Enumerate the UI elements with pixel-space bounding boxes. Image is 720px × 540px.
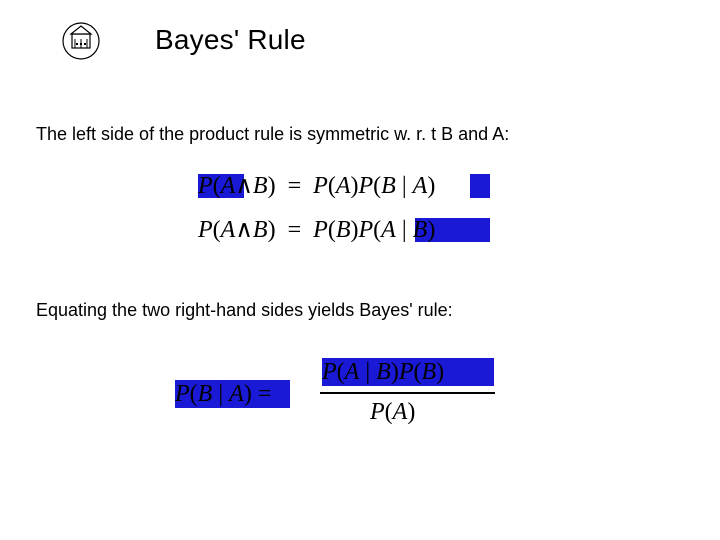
university-logo-icon xyxy=(58,18,104,64)
equation-2: P(A∧B) = P(B)P(A | B) xyxy=(198,216,435,244)
intro-line-2: Equating the two right-hand sides yields… xyxy=(36,300,453,321)
bayes-rule-equation: P(B | A) = P(A | B)P(B) P(A) xyxy=(175,358,505,430)
fraction-bar xyxy=(320,392,495,394)
bayes-lhs: P(B | A) = xyxy=(175,380,271,408)
equation-1: P(A∧B) = P(A)P(B | A) xyxy=(198,172,435,200)
product-rule-equations: P(A∧B) = P(A)P(B | A) P(A∧B) = P(B)P(A |… xyxy=(198,172,490,252)
slide-title: Bayes' Rule xyxy=(155,24,306,56)
bayes-numerator: P(A | B)P(B) xyxy=(322,358,444,386)
highlight-box xyxy=(470,174,490,198)
bayes-denominator: P(A) xyxy=(370,398,415,426)
intro-line-1: The left side of the product rule is sym… xyxy=(36,124,509,145)
